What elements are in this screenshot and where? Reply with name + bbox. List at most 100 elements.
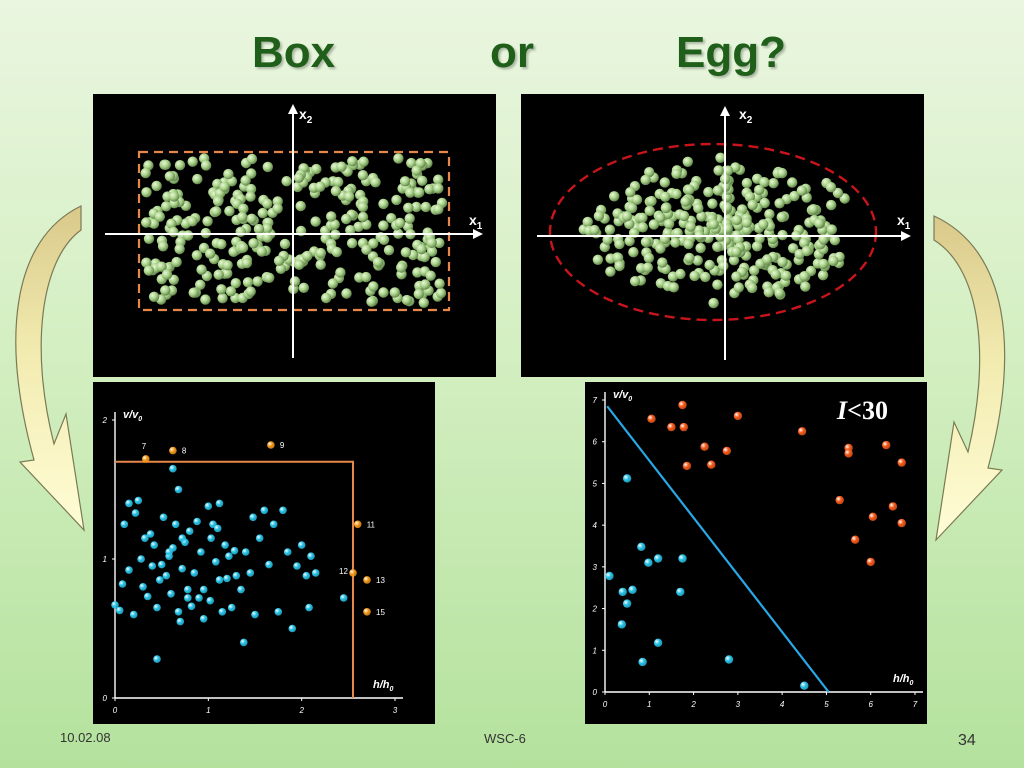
egg-particle (592, 254, 604, 265)
egg-particle (832, 187, 844, 199)
data-point (897, 458, 906, 467)
egg-particle (712, 241, 723, 252)
box-particle (262, 198, 273, 209)
box-particle (195, 279, 206, 290)
box-particle (333, 176, 344, 188)
y-tick-label: 2 (592, 605, 598, 614)
data-point (653, 554, 663, 563)
box-particle (433, 204, 444, 215)
point-label: 13 (376, 576, 385, 585)
box-x1-sub: 1 (477, 221, 483, 232)
y-tick-label: 2 (102, 416, 108, 425)
data-point (844, 449, 853, 458)
egg-x-arrowhead (901, 231, 911, 241)
egg-particle (646, 195, 657, 207)
data-point (293, 562, 301, 570)
data-point (125, 566, 133, 574)
data-point (279, 506, 287, 515)
egg-particle (776, 211, 787, 223)
egg-particle (660, 191, 671, 202)
data-point (363, 576, 371, 584)
box-particle (346, 238, 358, 249)
data-point (134, 496, 143, 505)
box-x2-sub: 2 (307, 115, 313, 126)
box-particle (434, 278, 445, 289)
box-particle (302, 250, 313, 262)
data-point (176, 617, 185, 626)
box-diagram-panel: x1 x2 (93, 94, 496, 377)
data-point (246, 569, 255, 577)
data-point (148, 562, 157, 570)
data-point (174, 485, 183, 494)
box-particle (298, 282, 309, 293)
egg-particle (637, 222, 648, 233)
egg-x2-label: x (739, 106, 747, 122)
data-point (283, 548, 292, 556)
box-particle (223, 168, 234, 180)
box-particle (262, 161, 273, 173)
point-label: 7 (142, 442, 147, 451)
x-axis-label: h/h0 (893, 673, 914, 687)
box-particle (361, 244, 372, 255)
egg-particle (712, 185, 724, 196)
data-point (159, 513, 168, 522)
data-point (733, 411, 743, 421)
data-point (143, 592, 152, 601)
data-point (125, 499, 133, 508)
box-particle (430, 256, 441, 268)
data-point (118, 580, 127, 588)
data-point (251, 610, 259, 619)
data-point (628, 585, 637, 594)
data-point (213, 524, 222, 533)
box-particle (406, 157, 417, 169)
egg-particle (680, 196, 691, 207)
box-particle (174, 160, 186, 171)
egg-diagram-panel: x1 x2 (521, 94, 924, 377)
x-tick-label: 0 (603, 700, 608, 709)
chart-left-panel: 0 1 2 3 0 1 2 h/h0 v/v0 7 8 9 11 12 13 15 (93, 382, 435, 724)
box-particle (405, 187, 416, 198)
y-axis-label: v/v0 (613, 389, 632, 403)
box-particle (237, 242, 249, 253)
box-particle (248, 238, 259, 249)
data-point (797, 427, 807, 436)
egg-particle (826, 224, 837, 235)
egg-x1-label: x (897, 212, 905, 228)
box-particle (217, 293, 228, 304)
data-point (255, 534, 264, 542)
data-point (142, 455, 150, 463)
data-point (637, 542, 646, 551)
box-x2-label: x (299, 106, 307, 122)
svg-text:x1: x1 (469, 212, 483, 232)
box-particle (396, 262, 407, 273)
egg-particle (682, 156, 693, 167)
egg-particle (749, 265, 760, 276)
egg-particle (708, 219, 719, 230)
egg-particle (754, 184, 765, 196)
box-particle (329, 219, 340, 230)
data-point (115, 606, 124, 615)
egg-particle (675, 268, 686, 280)
data-point (851, 535, 860, 544)
egg-particle (582, 216, 593, 228)
egg-particle (624, 235, 635, 247)
box-particle (240, 175, 251, 186)
box-particle (372, 257, 384, 268)
y-tick-label: 3 (593, 563, 598, 572)
box-particle (275, 263, 287, 274)
y-tick-label: 7 (593, 396, 598, 405)
box-particle (357, 201, 369, 213)
egg-particle (589, 224, 600, 236)
egg-particle (826, 199, 837, 211)
egg-particle (703, 186, 714, 198)
egg-particle (763, 287, 774, 298)
box-particle (425, 270, 436, 281)
box-particle (161, 269, 173, 280)
data-point (605, 571, 614, 581)
box-particle (168, 191, 180, 202)
y-tick-label: 5 (593, 479, 598, 488)
data-point (349, 569, 357, 577)
box-particle (187, 216, 198, 227)
selection-boundary (115, 460, 354, 698)
egg-particle (648, 219, 660, 230)
